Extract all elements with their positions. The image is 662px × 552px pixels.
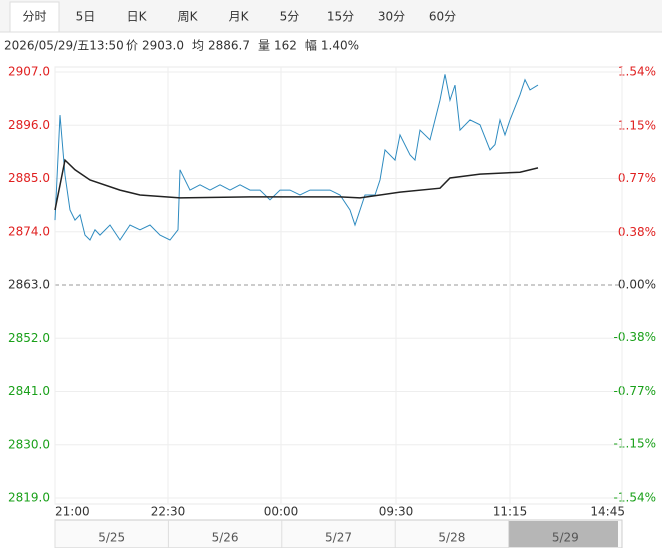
x-tick-label: 22:30 — [151, 505, 186, 519]
navigator-selection[interactable] — [508, 521, 618, 547]
y2-tick-label: -1.54% — [614, 491, 656, 505]
tab[interactable]: 月K — [229, 10, 250, 24]
tab[interactable]: 5分 — [280, 10, 300, 24]
tab-bar — [0, 0, 662, 32]
navigator-date[interactable]: 5/29 — [552, 531, 579, 545]
y2-tick-label: 1.54% — [618, 65, 656, 79]
x-tick-label: 11:15 — [493, 505, 528, 519]
x-tick-label: 14:45 — [590, 505, 625, 519]
navigator-date[interactable]: 5/25 — [98, 531, 125, 545]
tab-active[interactable] — [9, 1, 60, 33]
info-label: 价 — [126, 39, 138, 53]
y-tick-label: 2830.0 — [8, 437, 50, 451]
y-tick-label: 2863.0 — [8, 278, 50, 292]
info-value: 1.40% — [321, 39, 359, 53]
y-tick-label: 2819.0 — [8, 491, 50, 505]
y2-tick-label: -0.77% — [614, 384, 656, 398]
y2-tick-label: -0.38% — [614, 330, 656, 344]
y2-tick-label: 0.77% — [618, 171, 656, 185]
price-line — [54, 74, 539, 241]
y-tick-label: 2885.0 — [8, 171, 50, 185]
tab[interactable]: 60分 — [429, 10, 456, 24]
navigator-date[interactable]: 5/27 — [325, 531, 352, 545]
tab[interactable]: 15分 — [327, 10, 354, 24]
info-datetime: 2026/05/29/五13:50 — [4, 39, 124, 53]
y2-tick-label: -1.15% — [614, 437, 656, 451]
tab[interactable]: 30分 — [378, 10, 405, 24]
y-tick-label: 2852.0 — [8, 331, 50, 345]
x-tick-label: 09:30 — [379, 505, 414, 519]
y2-tick-label: 0.38% — [618, 225, 656, 239]
y-tick-label: 2841.0 — [8, 384, 50, 398]
y2-tick-label: 0.00% — [618, 278, 656, 292]
y-tick-label: 2896.0 — [8, 118, 50, 132]
info-label: 均 — [192, 39, 204, 53]
price-line — [54, 158, 539, 211]
navigator-date[interactable]: 5/28 — [438, 531, 465, 545]
tab[interactable]: 周K — [178, 10, 199, 24]
info-label: 量 — [258, 39, 270, 53]
tab[interactable]: 日K — [127, 10, 148, 24]
info-value: 2886.7 — [208, 39, 250, 53]
info-value: 2903.0 — [142, 39, 184, 53]
tab[interactable]: 5日 — [76, 10, 96, 24]
tab[interactable]: 分时 — [22, 10, 46, 24]
y-tick-label: 2907.0 — [8, 65, 50, 79]
info-label: 幅 — [305, 38, 317, 53]
x-tick-label: 21:00 — [55, 505, 90, 519]
x-tick-label: 00:00 — [264, 505, 299, 519]
navigator-date[interactable]: 5/26 — [212, 531, 239, 545]
y2-tick-label: 1.15% — [618, 118, 656, 132]
y-tick-label: 2874.0 — [8, 224, 50, 238]
info-value: 162 — [274, 39, 297, 53]
